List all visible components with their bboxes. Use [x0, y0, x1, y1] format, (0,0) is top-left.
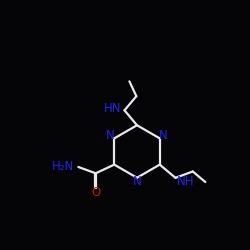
Text: N: N	[159, 130, 168, 142]
Text: NH: NH	[177, 175, 194, 188]
Text: O: O	[91, 186, 100, 199]
Text: H₂N: H₂N	[52, 160, 74, 173]
Text: HN: HN	[104, 102, 121, 115]
Text: N: N	[106, 130, 115, 142]
Text: N: N	[132, 175, 141, 188]
